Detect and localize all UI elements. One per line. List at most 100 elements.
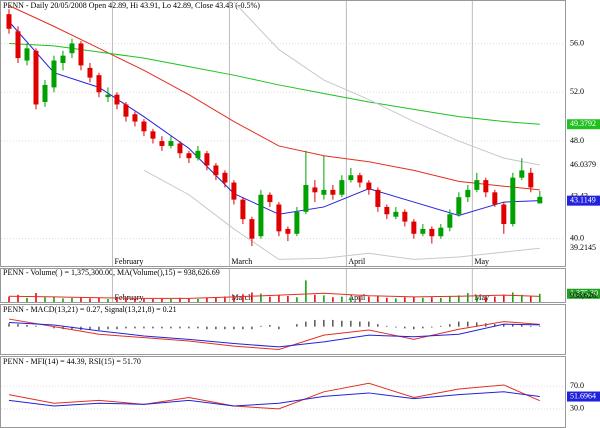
candle-body <box>456 197 462 215</box>
candle-body <box>186 153 192 159</box>
candle-body <box>240 199 246 220</box>
rsi-frame <box>0 356 566 428</box>
candle-body <box>348 175 354 181</box>
candle-body <box>339 180 345 195</box>
series-line <box>8 292 540 299</box>
series-line <box>8 5 540 191</box>
candle-body <box>375 189 381 207</box>
candle-body <box>429 228 435 237</box>
candle-body <box>213 165 219 176</box>
value-label: 1,375,30 <box>570 289 598 298</box>
candle-body <box>474 180 480 190</box>
candle-body <box>276 204 282 232</box>
candle-body <box>528 172 534 188</box>
candle-body <box>24 48 30 61</box>
month-label: February <box>114 293 143 302</box>
y-tick-label: 70.0 <box>570 381 584 390</box>
series-line <box>8 321 540 348</box>
candle-body <box>150 131 156 139</box>
month-label: April <box>348 257 366 266</box>
candle-body <box>105 94 111 98</box>
value-label: 46.0379 <box>570 160 596 169</box>
candle-body <box>33 50 39 105</box>
value-box <box>567 288 600 299</box>
candle-body <box>483 180 489 193</box>
candle-body <box>492 192 498 205</box>
candle-body <box>510 177 516 225</box>
month-label: May <box>474 293 489 302</box>
month-label: May <box>474 257 489 266</box>
candle-body <box>159 141 165 146</box>
candle-body <box>114 94 120 105</box>
candle-body <box>15 31 21 59</box>
macd-title: PENN - MACD(13,21) = 0.27, Signal(13,21,… <box>3 305 177 314</box>
series-line <box>8 382 541 410</box>
candle-body <box>465 189 471 198</box>
candle-body <box>204 153 210 166</box>
value-label: 43.1149 <box>570 195 596 204</box>
candle-body <box>330 189 336 195</box>
month-label: March <box>231 293 252 302</box>
volume-title: PENN - Volume( ) = 1,375,300.00, MA(Volu… <box>3 268 220 277</box>
rsi-title: PENN - MFI(14) = 44.39, RSI(15) = 51.70 <box>3 357 141 366</box>
candle-body <box>78 43 84 66</box>
candle-body <box>258 194 264 237</box>
candle-body <box>519 170 525 178</box>
candle-body <box>312 187 318 193</box>
value-box <box>567 391 600 402</box>
candle-body <box>249 219 255 239</box>
candle-body <box>393 211 399 217</box>
candle-body <box>87 67 93 78</box>
series-line <box>8 391 540 407</box>
value-label: 49.3792 <box>570 119 596 128</box>
candle-body <box>51 60 57 88</box>
macd-frame <box>0 304 566 355</box>
candle-body <box>168 141 174 146</box>
candle-body <box>501 204 507 225</box>
price-frame <box>0 0 566 267</box>
volume-frame <box>0 268 566 303</box>
candle-body <box>447 214 453 228</box>
value-box <box>567 195 600 206</box>
y-tick-label: 30.0 <box>570 404 584 413</box>
candle-body <box>357 175 363 183</box>
candle-body <box>411 221 417 234</box>
candle-body <box>60 55 66 63</box>
candle-body <box>402 211 408 222</box>
series-line <box>233 1 540 166</box>
y-tick-label: 56.0 <box>570 38 584 47</box>
candle-body <box>294 211 300 234</box>
y-tick-label: 40.0 <box>570 233 584 242</box>
value-label: 51.6964 <box>570 391 596 400</box>
candle-body <box>96 75 102 93</box>
candle-body <box>231 182 237 200</box>
candle-body <box>285 228 291 234</box>
candle-body <box>303 184 309 212</box>
candle-body <box>420 228 426 234</box>
candle-body <box>222 172 228 183</box>
series-line <box>143 169 540 260</box>
value-label: 938,626. <box>570 291 598 300</box>
candle-body <box>6 14 12 29</box>
candle-body <box>384 206 390 215</box>
candle-body <box>123 104 129 117</box>
candle-body <box>69 43 75 54</box>
candle-body <box>132 114 138 122</box>
candle-body <box>141 121 147 132</box>
chart-title: PENN - Daily 20/05/2008 Open 42.89, Hi 4… <box>3 1 260 10</box>
candle-body <box>177 143 183 154</box>
y-tick-label: 52.0 <box>570 87 584 96</box>
candle-body <box>267 194 273 203</box>
month-label: April <box>348 293 366 302</box>
candle-body <box>537 196 543 204</box>
candle-body <box>438 227 444 237</box>
month-label: March <box>231 257 252 266</box>
candle-body <box>366 182 372 190</box>
value-box <box>567 119 600 130</box>
candle-body <box>42 84 48 103</box>
value-label: 39.2145 <box>570 243 596 252</box>
y-tick-label: 48.0 <box>570 136 584 145</box>
candle-body <box>321 189 327 195</box>
series-line <box>8 42 540 125</box>
